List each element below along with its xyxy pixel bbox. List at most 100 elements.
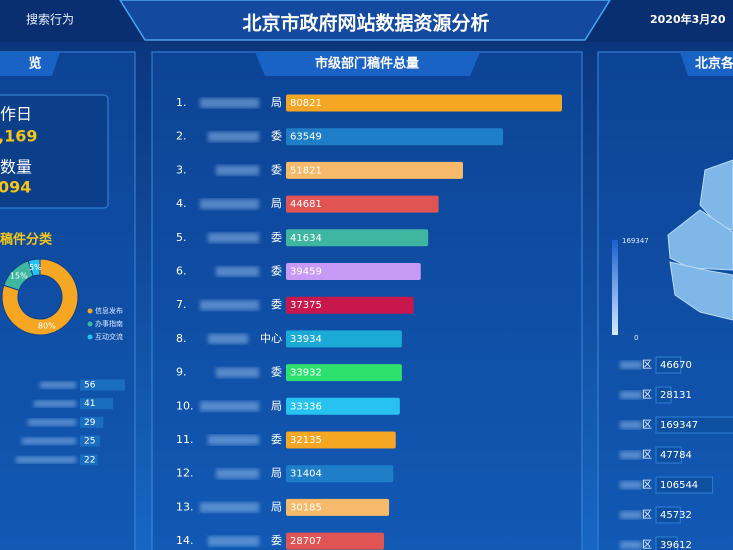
bar-value: 39459 — [290, 267, 322, 278]
bar — [286, 465, 394, 483]
panel-title: 北京各 — [695, 56, 733, 72]
blurred-name — [34, 400, 76, 408]
blurred-name — [208, 131, 259, 142]
blurred-name — [22, 437, 76, 445]
bar — [286, 532, 385, 550]
dept-label: 局 — [271, 399, 282, 412]
blurred-name — [620, 421, 642, 429]
bar — [286, 431, 396, 449]
dept-label: 局 — [271, 197, 282, 210]
bar — [655, 536, 678, 550]
bar-value: 37375 — [290, 300, 322, 311]
blurred-name — [216, 165, 259, 176]
district-label: 区 — [642, 539, 652, 550]
blurred-name — [620, 511, 642, 519]
legend-max: 169347 — [622, 237, 649, 245]
bar — [286, 128, 504, 146]
slice-label: 80% — [38, 322, 56, 331]
dept-label: 中心 — [260, 332, 282, 345]
bar-value: 46670 — [660, 360, 692, 371]
dept-label: 委 — [271, 231, 282, 244]
bar-value: 28707 — [290, 536, 322, 547]
blurred-name — [208, 435, 259, 445]
bar-value: 44681 — [290, 199, 322, 210]
rank: 6. — [176, 265, 187, 278]
blurred-name — [216, 266, 259, 277]
blurred-name — [200, 502, 259, 513]
map — [667, 159, 733, 321]
bar-value: 63549 — [290, 132, 322, 143]
rank: 13. — [176, 500, 194, 513]
district-label: 区 — [642, 509, 652, 521]
stats-box — [0, 94, 109, 209]
district-label: 区 — [642, 359, 652, 371]
bar — [655, 506, 681, 524]
stat-label: 数量 — [0, 158, 32, 177]
bar-value: 47784 — [660, 450, 692, 461]
bar — [80, 435, 101, 447]
blurred-name — [200, 401, 259, 412]
dept-label: 局 — [271, 500, 282, 513]
bar — [655, 446, 682, 464]
blurred-name — [216, 367, 259, 378]
rank: 2. — [176, 130, 187, 143]
bar-value: 31404 — [290, 469, 322, 480]
donut-slice — [1, 258, 79, 336]
dept-label: 局 — [271, 96, 282, 109]
bar — [655, 416, 733, 434]
rank: 5. — [176, 231, 187, 244]
bar — [80, 454, 98, 466]
legend-dot — [87, 334, 93, 340]
bar-value: 45732 — [660, 510, 692, 521]
header-title: 北京市政府网站数据资源分析 — [242, 12, 489, 35]
panel-title: 市级部门稿件总量 — [315, 56, 419, 72]
stat-label: 作日 — [0, 105, 32, 124]
header-tab[interactable]: 搜索行为 — [26, 12, 74, 27]
blurred-name — [200, 300, 259, 311]
slice-label: 15% — [10, 271, 28, 280]
rank: 12. — [176, 467, 194, 480]
district-label: 区 — [642, 449, 652, 461]
legend-gradient — [612, 240, 618, 335]
bar — [286, 498, 390, 516]
bar-value: 30185 — [290, 502, 322, 513]
dept-label: 局 — [271, 467, 282, 480]
bar-value: 29 — [84, 418, 96, 428]
legend-dot — [87, 308, 93, 314]
blurred-name — [28, 418, 76, 426]
bar — [655, 356, 682, 374]
district-label: 区 — [642, 479, 652, 491]
bar — [80, 416, 104, 428]
bar-value: 41634 — [290, 233, 322, 244]
dept-label: 委 — [271, 130, 282, 143]
stat-value: ,169 — [0, 127, 37, 146]
rank: 10. — [176, 399, 194, 412]
bar — [286, 263, 421, 280]
rank: 14. — [176, 534, 194, 547]
legend-dot — [87, 321, 93, 327]
bar — [286, 296, 414, 314]
blurred-name — [620, 481, 642, 489]
bar-value: 169347 — [660, 420, 698, 431]
legend-label: 互动交流 — [95, 332, 123, 341]
bar — [80, 398, 113, 410]
slice-label: 5% — [29, 263, 42, 272]
blurred-name — [200, 199, 259, 210]
rank: 9. — [176, 366, 187, 379]
blurred-name — [208, 536, 259, 547]
bar — [655, 476, 714, 494]
dept-label: 委 — [271, 298, 282, 311]
bar-value: 80821 — [290, 98, 322, 109]
bar-value: 33932 — [290, 368, 322, 379]
blurred-name — [620, 361, 642, 369]
bar — [286, 94, 562, 112]
bar-value: 39612 — [660, 540, 692, 550]
bar — [80, 379, 125, 391]
bar-value: 41 — [84, 399, 95, 409]
stat-value: 094 — [0, 178, 31, 197]
bar-value: 28131 — [660, 390, 692, 401]
blurred-name — [40, 381, 76, 389]
rank: 8. — [176, 332, 187, 345]
